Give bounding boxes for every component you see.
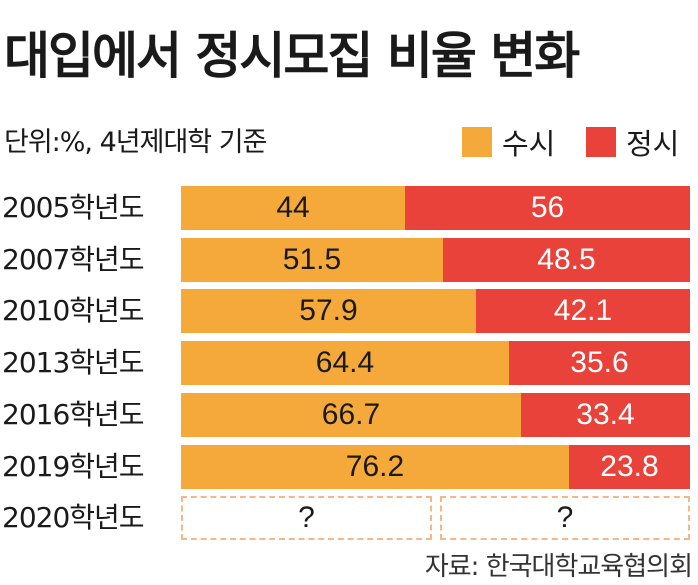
legend-item-susi: 수시 [462,121,555,163]
legend-swatch-jeongsi [586,127,616,157]
row-label: 2016학년도 [2,398,145,431]
row-label: 2005학년도 [2,191,145,224]
row-label: 2007학년도 [2,243,145,276]
source-note: 자료: 한국대학교육협의회 [424,552,693,582]
row-label: 2020학년도 [2,501,145,534]
bar-segment-susi: 66.7 [181,393,521,437]
bar-segment-susi: 51.5 [181,238,443,282]
bar-segment-jeongsi-unknown: ? [440,496,690,540]
bar-segment-jeongsi: 42.1 [476,289,690,333]
bar-segment-jeongsi: 23.8 [569,445,690,489]
legend-label-jeongsi: 정시 [626,127,680,161]
bar-segment-susi: 44 [181,186,405,230]
chart-title: 대입에서 정시모집 비율 변화 [4,27,580,85]
legend-item-jeongsi: 정시 [586,121,679,163]
bar-segment-jeongsi: 33.4 [521,393,690,437]
row-label: 2019학년도 [2,450,145,483]
row-label: 2013학년도 [2,346,145,379]
bar-segment-susi: 76.2 [181,445,569,489]
bar-segment-susi: 57.9 [181,289,476,333]
bar-segment-jeongsi: 35.6 [509,341,690,385]
unit-note: 단위:%, 4년제대학 기준 [4,127,267,158]
row-label: 2010학년도 [2,294,145,327]
bar-segment-susi-unknown: ? [181,496,432,540]
legend-label-susi: 수시 [502,127,556,161]
bar-segment-jeongsi: 56 [405,186,690,230]
bar-segment-susi: 64.4 [181,341,509,385]
bar-segment-jeongsi: 48.5 [443,238,690,282]
legend-swatch-susi [462,127,492,157]
